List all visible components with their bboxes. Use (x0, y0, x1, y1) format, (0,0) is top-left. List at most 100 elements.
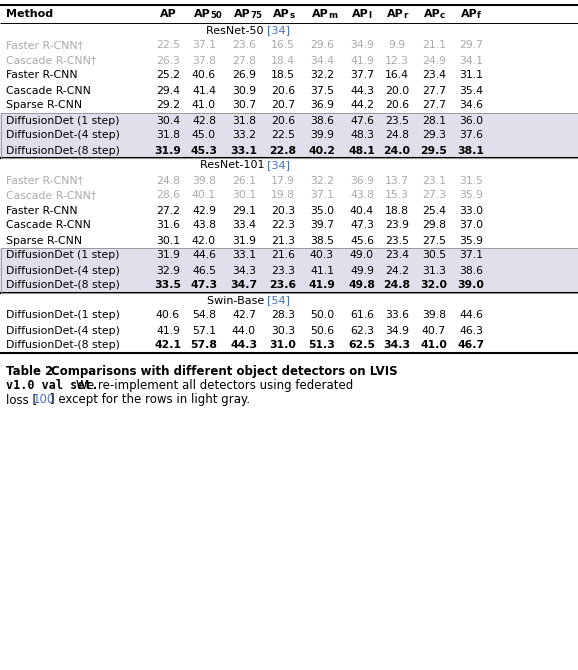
Text: DiffusionDet-(8 step): DiffusionDet-(8 step) (6, 145, 120, 155)
Text: 29.8: 29.8 (422, 220, 446, 230)
Text: Table 2.: Table 2. (6, 365, 58, 378)
Text: DiffusionDet (1 step): DiffusionDet (1 step) (6, 251, 120, 261)
Text: 12.3: 12.3 (385, 56, 409, 66)
Text: 29.4: 29.4 (156, 86, 180, 96)
Text: 57.1: 57.1 (192, 326, 216, 336)
Text: 23.4: 23.4 (422, 70, 446, 80)
Text: Faster R-CNN: Faster R-CNN (6, 206, 77, 216)
Text: 18.8: 18.8 (385, 206, 409, 216)
Text: 27.2: 27.2 (156, 206, 180, 216)
Text: 30.5: 30.5 (422, 251, 446, 261)
Bar (0, 113, 578, 128)
Text: 33.4: 33.4 (232, 220, 256, 230)
Text: 45.3: 45.3 (191, 145, 217, 155)
Text: 34.1: 34.1 (459, 56, 483, 66)
Text: s: s (289, 11, 294, 20)
Text: 27.7: 27.7 (422, 100, 446, 111)
Text: 37.1: 37.1 (459, 251, 483, 261)
Text: 26.9: 26.9 (232, 70, 256, 80)
Text: 24.2: 24.2 (385, 265, 409, 275)
Text: m: m (328, 11, 337, 20)
Text: 39.0: 39.0 (458, 281, 484, 291)
Text: [54]: [54] (268, 295, 291, 306)
Text: 23.6: 23.6 (232, 40, 256, 50)
Text: Faster R-CNN: Faster R-CNN (6, 70, 77, 80)
Text: 20.3: 20.3 (271, 206, 295, 216)
Text: 50: 50 (210, 11, 222, 20)
Text: 48.3: 48.3 (350, 131, 374, 141)
Text: 49.9: 49.9 (350, 265, 374, 275)
Bar (0, 263, 578, 278)
Text: 57.8: 57.8 (191, 340, 217, 350)
Text: 41.9: 41.9 (156, 326, 180, 336)
Text: 38.5: 38.5 (310, 235, 334, 245)
Text: 28.1: 28.1 (422, 115, 446, 125)
Text: AP: AP (194, 9, 210, 19)
Text: 62.3: 62.3 (350, 326, 374, 336)
Text: 35.0: 35.0 (310, 206, 334, 216)
Text: 24.0: 24.0 (383, 145, 410, 155)
Text: 26.1: 26.1 (232, 176, 256, 186)
Text: 20.6: 20.6 (271, 86, 295, 96)
Text: 29.1: 29.1 (232, 206, 256, 216)
Text: Faster R-CNN†: Faster R-CNN† (6, 40, 83, 50)
Text: 17.9: 17.9 (271, 176, 295, 186)
Text: 50.6: 50.6 (310, 326, 334, 336)
Text: Swin-Base: Swin-Base (207, 295, 268, 306)
Text: DiffusionDet-(8 step): DiffusionDet-(8 step) (6, 340, 120, 350)
Text: 23.5: 23.5 (385, 115, 409, 125)
Text: 41.4: 41.4 (192, 86, 216, 96)
Text: 24.8: 24.8 (156, 176, 180, 186)
Text: 27.7: 27.7 (422, 86, 446, 96)
Text: Sparse R-CNN: Sparse R-CNN (6, 100, 82, 111)
Text: 34.9: 34.9 (385, 326, 409, 336)
Text: 31.9: 31.9 (156, 251, 180, 261)
Text: 20.0: 20.0 (385, 86, 409, 96)
Text: 32.9: 32.9 (156, 265, 180, 275)
Text: 24.8: 24.8 (383, 281, 410, 291)
Text: 26.3: 26.3 (156, 56, 180, 66)
Text: 41.0: 41.0 (421, 340, 447, 350)
Text: AP: AP (273, 9, 290, 19)
Text: 100: 100 (33, 393, 55, 406)
Text: AP: AP (160, 9, 176, 19)
Text: 27.3: 27.3 (422, 190, 446, 200)
Text: 30.9: 30.9 (232, 86, 256, 96)
Text: 36.0: 36.0 (459, 115, 483, 125)
Text: 20.6: 20.6 (271, 115, 295, 125)
Text: 47.3: 47.3 (190, 281, 217, 291)
Text: 42.1: 42.1 (154, 340, 181, 350)
Text: 39.8: 39.8 (192, 176, 216, 186)
Text: 20.7: 20.7 (271, 100, 295, 111)
Text: 41.9: 41.9 (309, 281, 335, 291)
Text: 32.2: 32.2 (310, 176, 334, 186)
Text: 30.4: 30.4 (156, 115, 180, 125)
Text: 35.9: 35.9 (459, 235, 483, 245)
Bar (1, 248, 577, 293)
Text: Comparisons with different object detectors on LVIS: Comparisons with different object detect… (51, 365, 398, 378)
Text: 42.7: 42.7 (232, 310, 256, 320)
Text: 32.0: 32.0 (421, 281, 447, 291)
Text: 37.5: 37.5 (310, 86, 334, 96)
Text: loss [: loss [ (6, 393, 37, 406)
Text: 33.5: 33.5 (154, 281, 181, 291)
Text: 75: 75 (250, 11, 262, 20)
Text: 15.3: 15.3 (385, 190, 409, 200)
Text: 43.8: 43.8 (350, 190, 374, 200)
Text: 21.3: 21.3 (271, 235, 295, 245)
Text: 38.1: 38.1 (458, 145, 484, 155)
Text: 46.7: 46.7 (457, 340, 484, 350)
Text: 37.7: 37.7 (350, 70, 374, 80)
Text: 34.6: 34.6 (459, 100, 483, 111)
Text: 29.3: 29.3 (422, 131, 446, 141)
Text: l: l (368, 11, 371, 20)
Text: 18.4: 18.4 (271, 56, 295, 66)
Text: 44.3: 44.3 (231, 340, 258, 350)
Text: 31.6: 31.6 (156, 220, 180, 230)
Text: 35.4: 35.4 (459, 86, 483, 96)
Text: ResNet-50: ResNet-50 (206, 25, 268, 36)
Text: 23.9: 23.9 (385, 220, 409, 230)
Text: AP: AP (312, 9, 328, 19)
Text: 41.0: 41.0 (192, 100, 216, 111)
Text: 61.6: 61.6 (350, 310, 374, 320)
